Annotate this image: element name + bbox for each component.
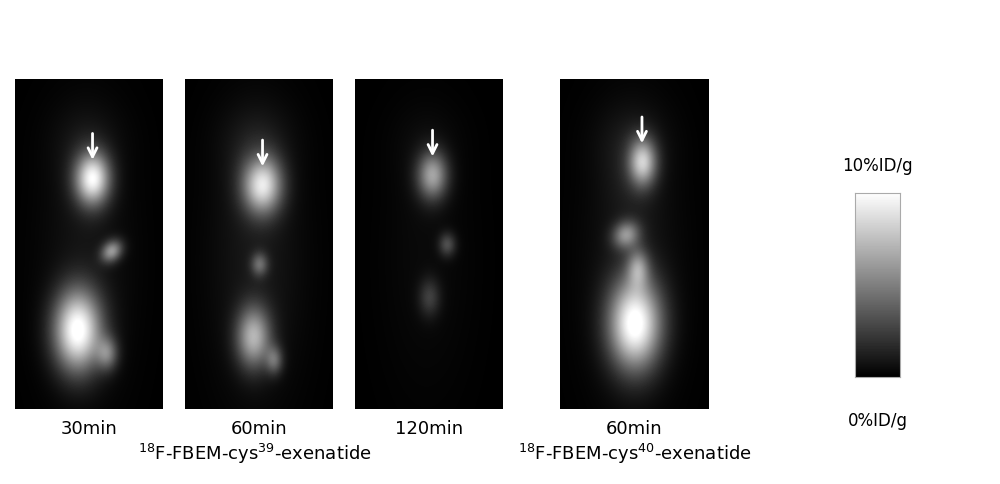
Text: 30min: 30min: [61, 419, 117, 438]
Text: 60min: 60min: [231, 419, 287, 438]
Text: $^{18}$F-FBEM-cys$^{39}$-exenatide: $^{18}$F-FBEM-cys$^{39}$-exenatide: [138, 440, 372, 465]
Text: $^{18}$F-FBEM-cys$^{40}$-exenatide: $^{18}$F-FBEM-cys$^{40}$-exenatide: [518, 440, 752, 465]
Text: 0%ID/g: 0%ID/g: [848, 411, 908, 429]
Text: 120min: 120min: [395, 419, 463, 438]
Text: 60min: 60min: [606, 419, 662, 438]
Text: 10%ID/g: 10%ID/g: [842, 156, 913, 174]
